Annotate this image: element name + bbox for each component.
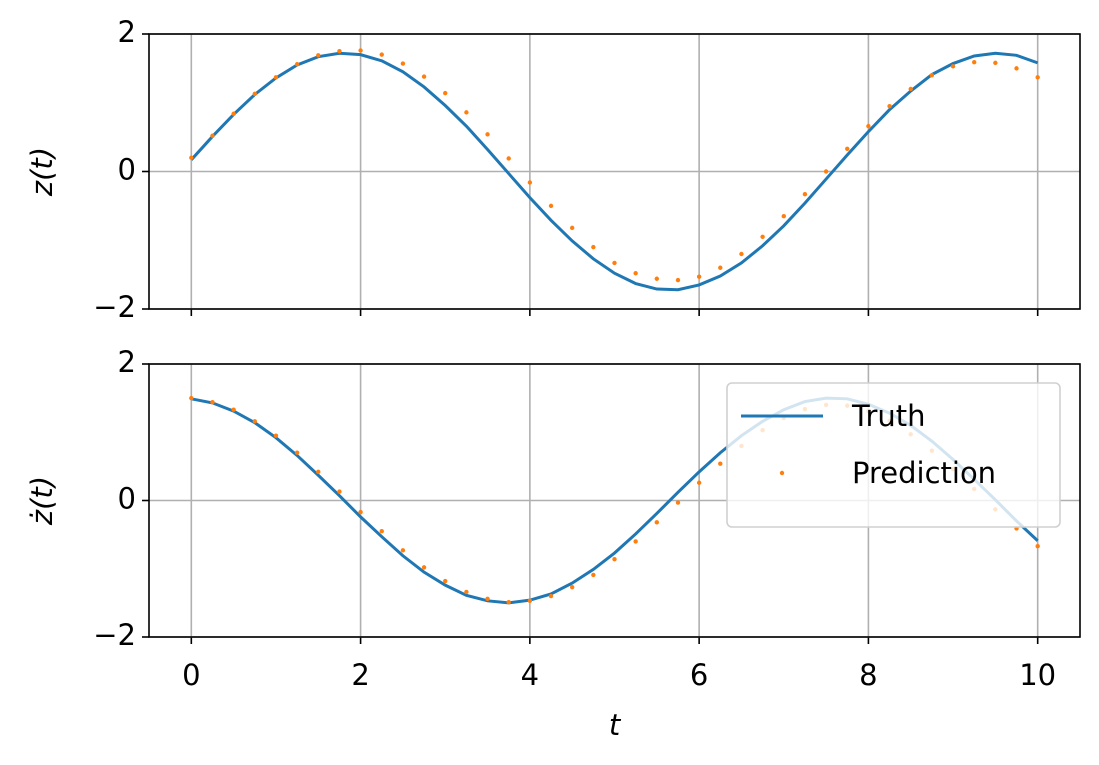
prediction-dot <box>506 599 511 605</box>
x-tick-label: 2 <box>351 658 369 692</box>
prediction-dot <box>231 407 236 412</box>
prediction-dot <box>929 73 935 78</box>
y-tick-label: 2 <box>118 345 136 379</box>
prediction-dot <box>485 132 490 137</box>
x-tick-label: 10 <box>1019 658 1056 692</box>
prediction-dot <box>591 244 596 250</box>
prediction-dot <box>1035 75 1040 80</box>
y-tick-label: 0 <box>118 482 136 516</box>
prediction-dot <box>379 529 384 534</box>
prediction-dot <box>633 539 638 544</box>
prediction-dot <box>485 596 490 601</box>
x-tick-label: 4 <box>521 658 539 692</box>
prediction-dot <box>908 86 913 92</box>
prediction-dot <box>993 60 998 66</box>
prediction-dot <box>569 225 575 231</box>
prediction-dot <box>294 450 300 455</box>
prediction-dot <box>781 213 786 219</box>
prediction-dot <box>443 578 448 584</box>
legend-dot <box>779 470 785 476</box>
legend-label: Prediction <box>852 456 996 490</box>
prediction-dot <box>189 395 194 401</box>
prediction-dot <box>358 509 363 515</box>
subplot: −2 0 2 z(t) <box>25 15 1081 324</box>
prediction-dot <box>210 400 215 405</box>
prediction-dot <box>400 61 406 66</box>
prediction-dot <box>1014 66 1019 71</box>
prediction-dot <box>548 593 554 599</box>
prediction-dot <box>950 64 956 69</box>
prediction-dot <box>612 556 617 562</box>
legend-box <box>726 382 1061 528</box>
prediction-dot <box>760 234 765 240</box>
prediction-dot <box>379 52 384 57</box>
prediction-dot <box>612 260 617 266</box>
axes-frame <box>148 363 1081 638</box>
prediction-dot <box>696 480 702 485</box>
prediction-dot <box>1035 544 1040 549</box>
prediction-dot <box>845 146 850 152</box>
y-tick-label: 2 <box>118 15 136 49</box>
prediction-dot <box>696 274 702 279</box>
prediction-dot <box>252 91 257 97</box>
prediction-dot <box>887 103 892 109</box>
prediction-dot <box>231 111 236 116</box>
prediction-dot <box>866 123 871 129</box>
prediction-dot <box>273 75 279 80</box>
prediction-dot <box>718 461 723 466</box>
prediction-dot <box>337 489 342 494</box>
prediction-dot <box>358 48 363 53</box>
prediction-dot <box>972 59 977 65</box>
x-tick-label: 0 <box>182 658 200 692</box>
legend: Truth Prediction <box>726 382 1061 528</box>
prediction-dot <box>273 433 279 438</box>
truth-line <box>190 51 1039 292</box>
prediction-dot <box>464 589 469 595</box>
prediction-dot <box>527 180 533 185</box>
prediction-dot <box>210 133 215 138</box>
prediction-dot <box>400 548 406 553</box>
prediction-dot <box>569 584 575 590</box>
prediction-dot <box>506 156 511 161</box>
y-tick-label: −2 <box>93 290 136 324</box>
x-tick-label: 6 <box>690 658 708 692</box>
prediction-dot <box>252 419 257 424</box>
prediction-dot <box>464 110 469 115</box>
prediction-dot <box>591 572 596 578</box>
x-axis-label: t <box>609 708 622 742</box>
y-axis-label: z(t) <box>25 147 59 197</box>
legend-label: Truth <box>851 399 926 433</box>
prediction-dot <box>548 203 554 209</box>
prediction-dot <box>316 469 321 475</box>
prediction-dot <box>675 277 681 283</box>
y-tick-label: −2 <box>93 618 136 652</box>
prediction-dot <box>739 251 744 257</box>
y-tick-label: 0 <box>118 153 136 187</box>
prediction-dot <box>802 191 808 197</box>
prediction-dot <box>421 74 427 79</box>
prediction-dot <box>654 276 660 281</box>
prediction-dot <box>527 598 533 604</box>
prediction-dot <box>823 169 829 174</box>
axes-frame <box>148 33 1081 310</box>
prediction-dot <box>443 90 448 96</box>
x-tick-label: 8 <box>859 658 877 692</box>
prediction-dot <box>189 155 194 160</box>
prediction-dot <box>421 565 427 570</box>
prediction-dot <box>337 48 342 54</box>
y-axis-label: ż(t) <box>25 476 59 526</box>
prediction-dot <box>316 53 321 58</box>
prediction-dot <box>654 520 660 525</box>
prediction-dot <box>675 500 681 505</box>
prediction-dot <box>294 62 300 67</box>
prediction-dot <box>633 271 638 276</box>
prediction-dot <box>718 265 723 270</box>
